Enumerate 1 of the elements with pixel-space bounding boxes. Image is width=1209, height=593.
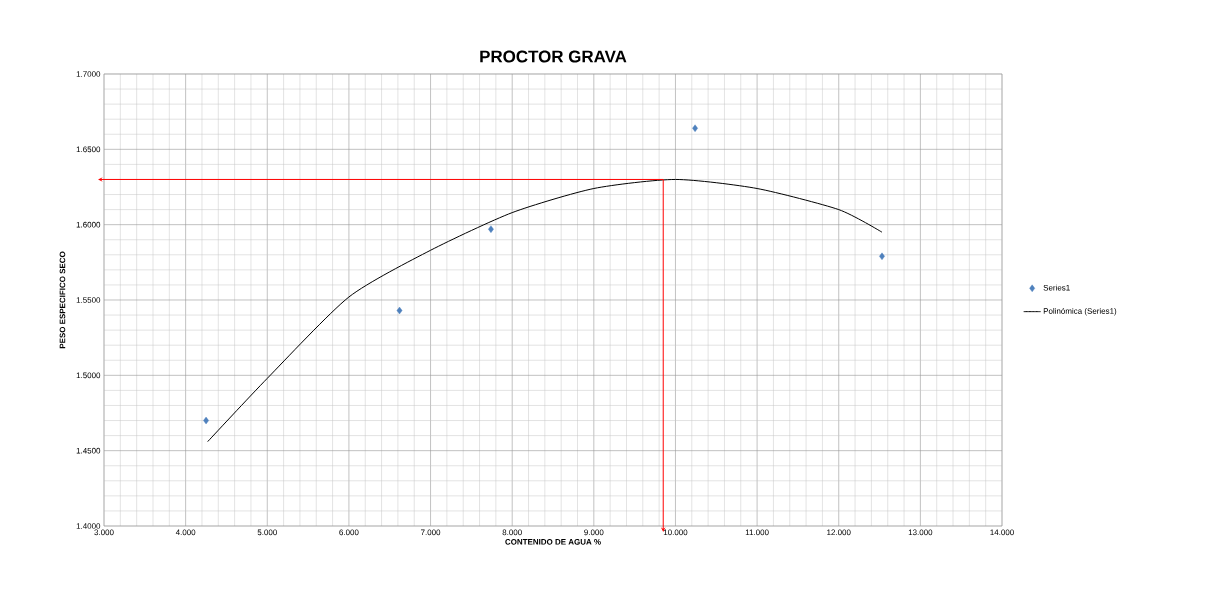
chart-title: PROCTOR GRAVA: [480, 50, 627, 63]
